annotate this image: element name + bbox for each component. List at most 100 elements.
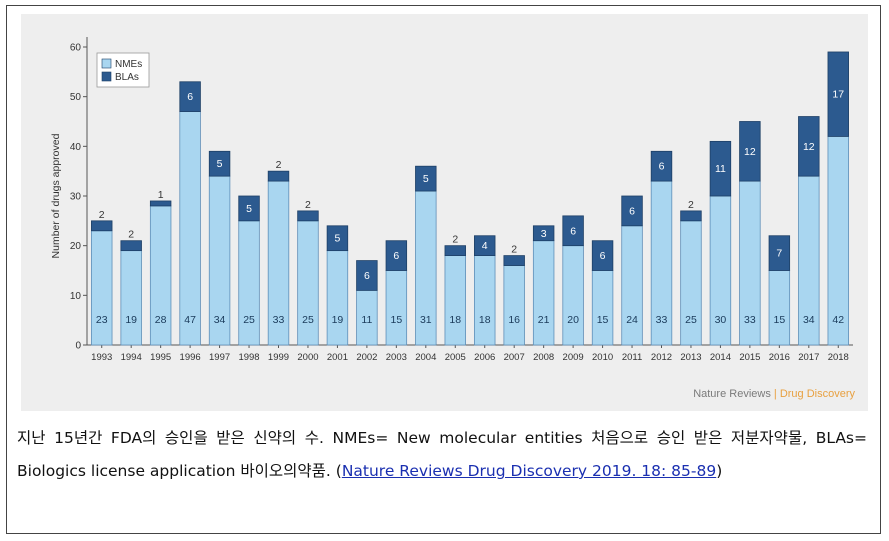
bar-nme — [120, 250, 142, 346]
bar-nme — [680, 220, 702, 346]
data-label-bla: 5 — [335, 233, 341, 245]
bar-bla — [739, 121, 761, 182]
data-label-bla: 2 — [511, 244, 517, 256]
bar-bla — [91, 220, 113, 232]
bar-bla — [591, 240, 614, 271]
x-tick-label: 1994 — [121, 352, 142, 363]
bar-nme — [503, 265, 525, 346]
data-label-bla: 5 — [217, 158, 223, 170]
data-label-nme: 34 — [803, 314, 815, 326]
x-tick-label: 1997 — [209, 352, 230, 363]
credit-part1: Nature Reviews — [693, 388, 771, 400]
x-tick-label: 2001 — [327, 352, 348, 363]
data-label-bla: 2 — [688, 199, 694, 211]
bar-nme — [474, 255, 496, 346]
data-label-bla: 2 — [305, 199, 311, 211]
data-label-nme: 16 — [508, 314, 520, 326]
bar-bla — [650, 150, 673, 182]
x-tick-label: 2009 — [563, 352, 584, 363]
bar-nme — [621, 225, 643, 346]
bar-bla — [179, 81, 201, 112]
data-label-nme: 11 — [361, 314, 372, 326]
y-tick-label: 0 — [75, 341, 81, 352]
data-label-nme: 25 — [243, 314, 255, 326]
x-tick-label: 2016 — [769, 352, 790, 363]
bar-bla — [474, 235, 496, 257]
data-label-nme: 33 — [744, 314, 756, 326]
bar-nme — [591, 270, 614, 346]
data-label-bla: 6 — [659, 161, 665, 173]
x-tick-label: 2006 — [474, 352, 495, 363]
data-label-bla: 2 — [276, 159, 282, 171]
data-label-nme: 34 — [214, 314, 226, 326]
x-tick-label: 2003 — [386, 352, 407, 363]
chart-panel: 0 10 20 30 40 50 60 Number of drugs approved 199… — [21, 14, 868, 411]
bar-bla — [120, 240, 142, 252]
bar-bla — [827, 51, 849, 137]
bar-bla — [326, 225, 349, 252]
data-label-bla: 17 — [832, 89, 844, 101]
data-label-bla: 6 — [570, 225, 576, 237]
data-label-nme: 42 — [832, 314, 844, 326]
legend-swatch — [101, 58, 112, 69]
bar-bla — [415, 165, 437, 192]
bar-bla — [621, 195, 643, 227]
y-tick-label: 40 — [70, 142, 82, 153]
data-label-bla: 12 — [744, 146, 756, 158]
data-label-nme: 15 — [391, 314, 403, 326]
data-label-nme: 19 — [332, 314, 344, 326]
x-tick-label: 2000 — [297, 352, 318, 363]
credit-part2: Drug Discovery — [780, 388, 856, 400]
data-label-bla: 12 — [803, 141, 815, 153]
x-tick-label: 1995 — [150, 352, 171, 363]
source-link[interactable]: Nature Reviews Drug Discovery 2019. 18: … — [341, 462, 717, 480]
data-label-nme: 15 — [774, 314, 786, 326]
figure-frame: 0 10 20 30 40 50 60 Number of drugs approved 199… — [6, 5, 881, 534]
data-label-nme: 28 — [155, 314, 167, 326]
data-label-bla: 6 — [600, 250, 606, 262]
y-axis-label: Number of drugs approved — [50, 133, 62, 258]
x-tick-label: 1999 — [268, 352, 289, 363]
bar-bla — [709, 140, 732, 197]
bar-chart: 0 10 20 30 40 50 60 Number of drugs approved 199… — [50, 37, 855, 400]
legend-box — [96, 52, 150, 88]
data-label-nme: 30 — [715, 314, 727, 326]
bar-bla — [238, 195, 260, 222]
bar-nme — [532, 240, 555, 346]
data-label-bla: 5 — [246, 203, 252, 215]
data-label-bla: 5 — [423, 173, 429, 185]
data-label-nme: 25 — [685, 314, 697, 326]
legend-swatch — [101, 71, 112, 82]
data-label-bla: 2 — [128, 229, 134, 241]
bar-bla — [444, 245, 466, 257]
source-credit: Nature Reviews | Drug Discovery — [693, 388, 855, 400]
data-label-nme: 47 — [184, 314, 196, 326]
bar-nme — [562, 245, 584, 346]
data-label-bla: 4 — [482, 240, 488, 252]
y-tick-label: 50 — [70, 92, 82, 103]
data-label-nme: 25 — [302, 314, 314, 326]
data-label-bla: 6 — [364, 270, 370, 282]
data-label-nme: 19 — [125, 314, 137, 326]
data-label-nme: 31 — [420, 314, 432, 326]
data-label-bla: 1 — [158, 189, 164, 201]
x-tick-label: 1996 — [180, 352, 201, 363]
bar-bla — [768, 235, 791, 271]
data-label-nme: 24 — [626, 314, 638, 326]
data-label-nme: 21 — [538, 314, 550, 326]
bar-nme — [297, 220, 319, 346]
data-label-bla: 11 — [715, 163, 726, 175]
x-tick-label: 2015 — [739, 352, 760, 363]
bar-bla — [267, 170, 290, 182]
x-tick-label: 2013 — [680, 352, 701, 363]
caption-text: 지난 15년간 FDA의 승인을 받은 신약의 수. NMEs= New mol… — [17, 429, 867, 480]
bar-bla — [385, 240, 408, 271]
x-tick-label: 2005 — [445, 352, 466, 363]
bar-nme — [444, 255, 466, 346]
y-tick-label: 20 — [70, 241, 82, 252]
x-tick-label: 2007 — [504, 352, 525, 363]
bar-bla — [532, 225, 555, 242]
bar-nme — [385, 270, 408, 346]
bar-bla — [798, 116, 820, 177]
data-label-nme: 18 — [449, 314, 461, 326]
